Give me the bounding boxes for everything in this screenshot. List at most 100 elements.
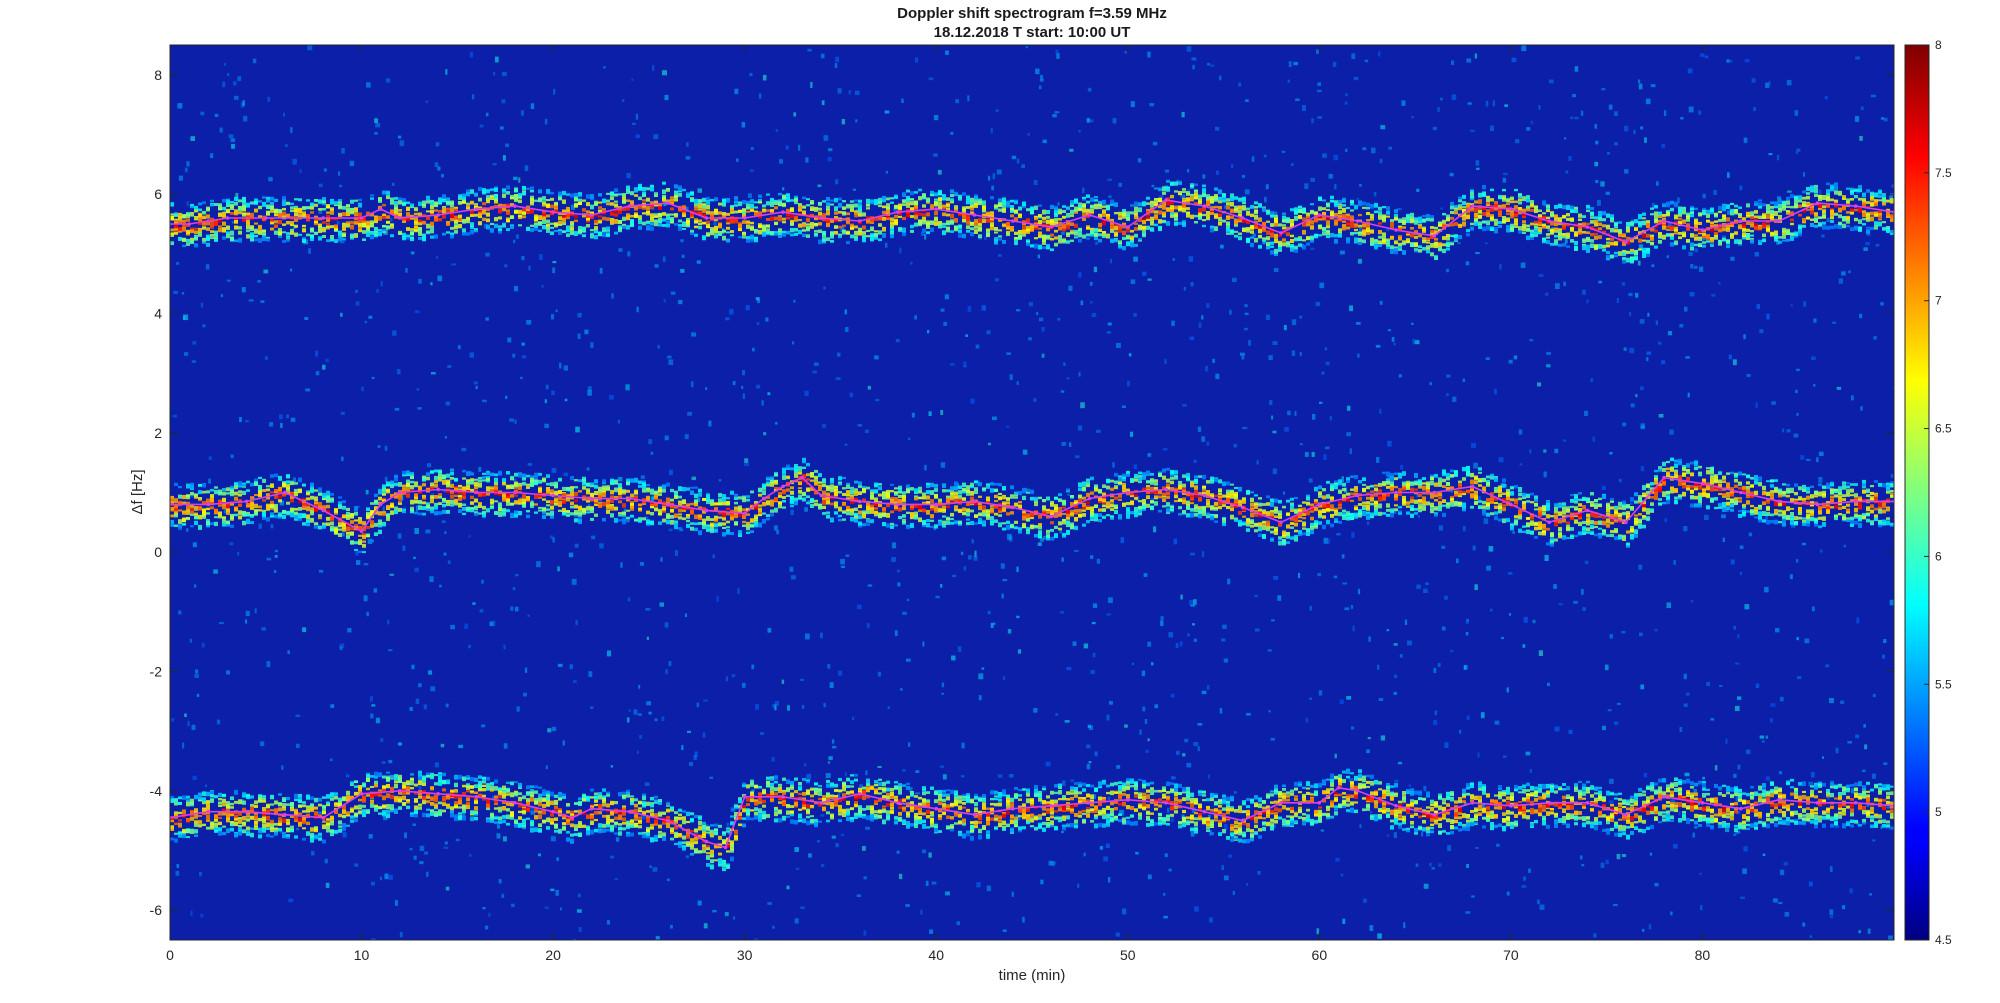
- band-cell: [926, 199, 930, 203]
- band-cell: [322, 228, 326, 231]
- noise-speckle: [330, 758, 333, 762]
- band-cell: [954, 208, 958, 212]
- noise-speckle: [1851, 395, 1854, 401]
- band-cell: [282, 239, 286, 243]
- noise-speckle: [512, 587, 516, 591]
- band-cell: [1066, 212, 1070, 218]
- band-cell: [1046, 227, 1050, 232]
- band-cell: [1074, 231, 1078, 236]
- band-cell: [270, 209, 274, 213]
- noise-speckle: [967, 306, 972, 312]
- band-cell: [906, 202, 910, 206]
- band-cell: [1050, 248, 1054, 252]
- band-cell: [326, 205, 330, 209]
- band-cell: [1490, 216, 1494, 220]
- noise-speckle: [1325, 361, 1330, 366]
- noise-speckle: [906, 598, 909, 602]
- noise-speckle: [208, 478, 212, 484]
- band-cell: [1502, 204, 1506, 207]
- noise-speckle: [184, 167, 188, 173]
- band-cell: [1242, 205, 1246, 209]
- band-cell: [614, 200, 618, 203]
- band-cell: [926, 224, 930, 229]
- noise-speckle: [1488, 546, 1494, 552]
- band-cell: [466, 204, 470, 208]
- band-cell: [222, 211, 226, 217]
- noise-speckle: [1481, 804, 1486, 807]
- noise-speckle: [1277, 595, 1282, 601]
- band-cell: [1394, 216, 1398, 221]
- band-cell: [770, 216, 774, 221]
- band-cell: [1110, 221, 1114, 225]
- band-cell: [298, 208, 302, 214]
- band-cell: [1126, 214, 1130, 219]
- band-cell: [1174, 218, 1178, 221]
- noise-speckle: [1193, 599, 1197, 605]
- noise-speckle: [425, 529, 431, 534]
- band-cell: [1298, 243, 1302, 247]
- noise-speckle: [1802, 922, 1806, 927]
- noise-speckle: [482, 399, 487, 403]
- band-cell: [470, 231, 474, 235]
- noise-speckle: [887, 706, 890, 709]
- noise-speckle: [836, 516, 841, 519]
- noise-speckle: [1197, 746, 1200, 752]
- band-cell: [838, 225, 842, 229]
- noise-speckle: [772, 703, 775, 708]
- band-cell: [554, 202, 558, 206]
- band-cell: [846, 212, 850, 216]
- band-cell: [174, 223, 178, 229]
- band-cell: [1306, 236, 1310, 241]
- band-cell: [426, 199, 430, 204]
- band-cell: [1338, 219, 1342, 223]
- band-cell: [786, 194, 790, 199]
- band-cell: [558, 220, 562, 226]
- noise-speckle: [1688, 251, 1693, 256]
- band-cell: [706, 199, 710, 205]
- band-cell: [502, 208, 506, 212]
- noise-speckle: [825, 773, 831, 778]
- noise-speckle: [1689, 292, 1695, 297]
- band-cell: [358, 226, 362, 230]
- noise-speckle: [1416, 584, 1421, 589]
- band-cell: [1214, 215, 1218, 219]
- band-cell: [810, 206, 814, 211]
- band-cell: [1526, 224, 1530, 227]
- noise-speckle: [1040, 879, 1044, 885]
- band-cell: [970, 222, 974, 225]
- noise-speckle: [1228, 854, 1233, 858]
- band-cell: [1542, 212, 1546, 215]
- noise-speckle: [761, 400, 764, 406]
- band-cell: [1386, 206, 1390, 211]
- band-cell: [258, 238, 262, 243]
- band-cell: [646, 221, 650, 225]
- band-cell: [922, 209, 926, 213]
- band-cell: [1106, 214, 1110, 217]
- noise-speckle: [440, 743, 445, 748]
- noise-speckle: [234, 95, 239, 100]
- band-cell: [254, 228, 258, 232]
- noise-speckle: [1344, 607, 1350, 611]
- band-cell: [674, 199, 678, 202]
- band-cell: [1002, 197, 1006, 202]
- band-cell: [566, 227, 570, 233]
- band-cell: [542, 212, 546, 217]
- band-cell: [1430, 218, 1434, 222]
- noise-speckle: [840, 558, 845, 565]
- band-cell: [1086, 233, 1090, 237]
- noise-speckle: [190, 136, 195, 141]
- band-cell: [622, 193, 626, 197]
- band-cell: [1070, 200, 1074, 205]
- noise-speckle: [1504, 104, 1508, 107]
- band-cell: [914, 191, 918, 194]
- band-cell: [238, 211, 242, 215]
- band-cell: [1586, 209, 1590, 212]
- noise-speckle: [1523, 616, 1528, 623]
- noise-speckle: [1110, 258, 1112, 264]
- noise-speckle: [1103, 856, 1108, 862]
- band-cell: [726, 226, 730, 230]
- band-cell: [958, 212, 962, 216]
- noise-speckle: [1133, 256, 1138, 262]
- band-cell: [1286, 226, 1290, 231]
- noise-speckle: [173, 290, 179, 295]
